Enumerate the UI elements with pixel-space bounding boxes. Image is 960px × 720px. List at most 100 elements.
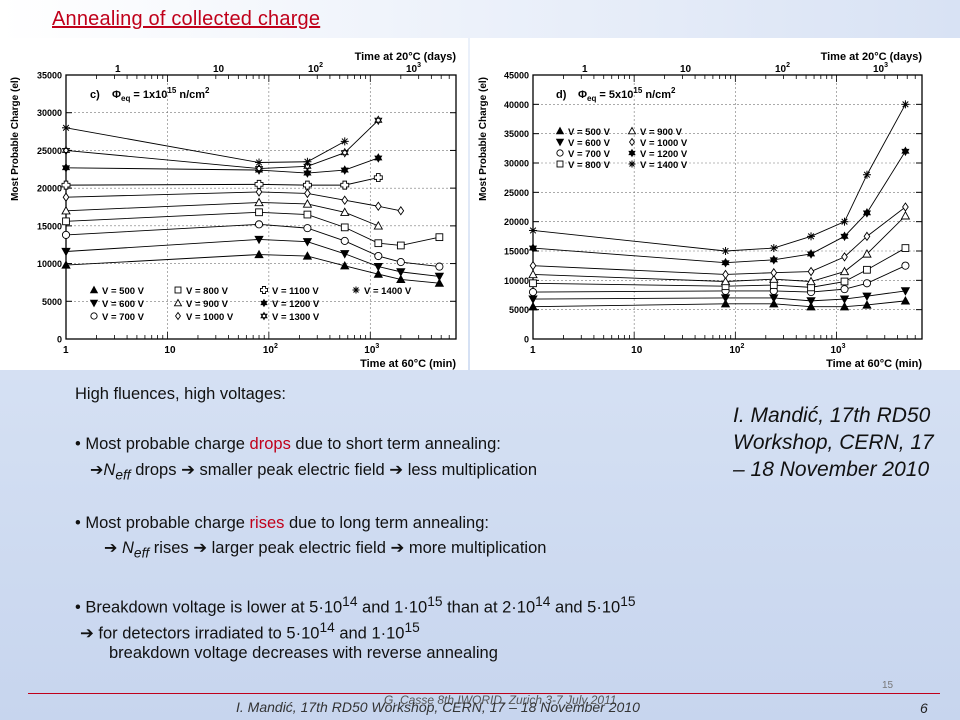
footer-citation: I. Mandić, 17th RD50 Workshop, CERN, 17 …	[236, 699, 640, 715]
chart-d: 0 5000 10000 15000 20000 25000 30000 35000 40000…	[478, 51, 923, 370]
data-point	[769, 244, 778, 253]
legend-marker	[627, 126, 637, 135]
data-point	[435, 233, 444, 242]
data-point	[806, 301, 816, 311]
data-point	[528, 269, 538, 279]
series-d-7	[529, 100, 910, 255]
data-point	[303, 210, 312, 219]
legend-marker	[89, 285, 99, 294]
data-point	[721, 247, 730, 255]
data-point	[862, 292, 872, 301]
series-c-3	[62, 208, 444, 250]
data-point	[434, 272, 445, 282]
data-point	[373, 269, 383, 278]
bullet-drop: • Most probable charge drops due to shor…	[75, 434, 501, 455]
data-point	[901, 100, 910, 109]
footer-divider	[28, 693, 940, 694]
legend-entry: V = 700 V	[102, 312, 145, 323]
data-point	[302, 199, 313, 208]
x-tick-label: 10	[164, 345, 176, 356]
legend: V = 500 V V = 800 V V = 1100 V V = 1400 V V …	[89, 285, 412, 323]
legend-marker	[556, 149, 564, 157]
legend-entry: V = 1200 V	[640, 149, 688, 160]
data-point	[341, 195, 349, 205]
data-point	[254, 249, 264, 259]
data-point	[62, 217, 70, 226]
data-point	[61, 260, 71, 269]
series-line	[65, 127, 345, 163]
data-point	[806, 249, 816, 259]
series-c-0	[61, 249, 445, 287]
arrow-icon: ➔	[104, 540, 118, 557]
bullet-rise-sub: ➔ Neff rises ➔ larger peak electric fiel…	[104, 538, 546, 563]
series-line	[65, 211, 440, 246]
y-tick-label: 5000	[42, 297, 62, 307]
data-point	[528, 243, 538, 253]
data-point	[374, 251, 383, 261]
data-point	[303, 224, 312, 233]
data-point	[769, 298, 779, 308]
data-point	[528, 288, 538, 297]
x2-tick-label: 102	[775, 62, 790, 75]
legend-marker	[629, 137, 635, 147]
data-point	[396, 274, 406, 284]
chart-panel-c: 0 5000 10000 15000 20000 25000 30000 35000 1 10 10…	[0, 38, 468, 370]
title-band	[0, 0, 960, 38]
data-point	[841, 252, 848, 262]
bullet-drop-pre: • Most probable charge	[75, 435, 250, 453]
series-c-8	[61, 115, 383, 174]
bullet-breakdown-sub1: ➔ for detectors irradiated to 5·1014 and…	[80, 617, 420, 645]
y-tick-label: 25000	[37, 146, 62, 156]
data-point	[769, 254, 778, 265]
neff-subscript: eff	[133, 545, 150, 561]
x2-tick-label: 103	[406, 62, 421, 75]
legend-entry: V = 500 V	[102, 286, 145, 297]
data-point	[862, 208, 872, 218]
legend-entry: V = 1300 V	[272, 312, 320, 323]
x2-tick-label: 10	[680, 64, 692, 75]
data-point	[720, 276, 731, 286]
data-point	[434, 278, 445, 287]
y-tick-label: 20000	[504, 217, 529, 227]
x-tick-label: 1	[530, 345, 536, 356]
legend-marker	[628, 148, 636, 158]
bullet-breakdown: • Breakdown voltage is lower at 5·1014 a…	[75, 591, 635, 619]
legend-entry: V = 1200 V	[272, 299, 320, 310]
data-point	[396, 268, 406, 277]
data-point	[302, 238, 313, 247]
gridlines	[532, 74, 922, 340]
slide-title: Annealing of collected charge	[52, 8, 321, 30]
bullet-rise-post: due to long term annealing:	[284, 514, 489, 532]
series-d-3	[529, 244, 910, 292]
plot-frame	[532, 74, 923, 340]
series-c-2	[61, 220, 444, 271]
data-point	[839, 295, 850, 304]
data-point	[373, 262, 383, 272]
bd-text-c: than at 2·10	[442, 598, 536, 617]
y-tick-label: 40000	[504, 100, 529, 110]
series-line	[532, 290, 906, 302]
y-tick-label: 35000	[504, 129, 529, 139]
data-point	[396, 258, 405, 267]
bd-text-a: • Breakdown voltage is lower at 5·10	[75, 598, 343, 617]
data-point	[901, 244, 910, 252]
x-tick-label: 102	[263, 343, 278, 356]
data-point	[901, 261, 910, 270]
data-point	[840, 217, 849, 226]
data-point	[722, 269, 729, 280]
bd-sub-text-a: ➔ for detectors irradiated to 5·10	[80, 624, 320, 643]
y-axis-label: Most Probable Charge (el)	[478, 77, 489, 201]
series-c-4	[61, 197, 384, 230]
panel-label: d)	[556, 89, 567, 101]
data-point	[254, 179, 264, 189]
neff-symbol: N	[103, 461, 116, 479]
data-point	[862, 279, 872, 288]
series-d-6	[528, 146, 910, 268]
bd-text-b: and 1·10	[357, 598, 428, 617]
data-point	[902, 202, 909, 212]
x2-tick-label: 103	[873, 62, 888, 75]
data-point	[340, 137, 349, 146]
y-tick-label: 15000	[504, 247, 529, 257]
series-c-6	[61, 173, 383, 190]
